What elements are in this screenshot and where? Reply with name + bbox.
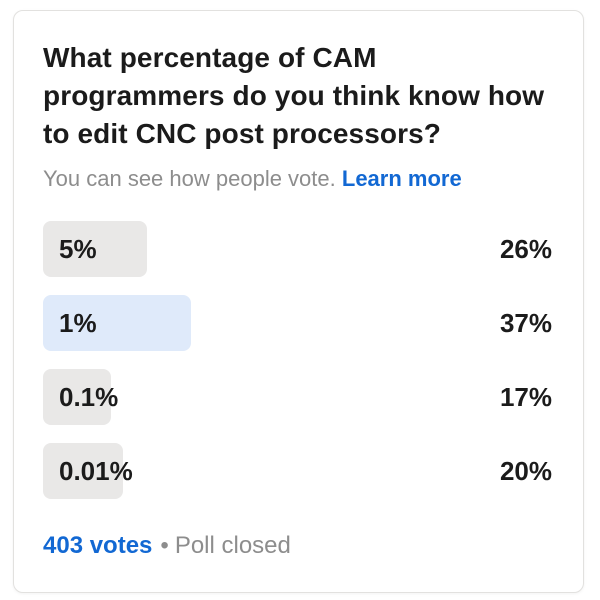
poll-option-bar[interactable]: 5% — [43, 221, 147, 277]
poll-option-result: 20% — [499, 456, 552, 486]
vote-visibility-text: You can see how people vote. — [43, 166, 336, 191]
poll-option-row: 1% 37% — [43, 295, 552, 351]
poll-question-line: to edit CNC post processors? — [43, 118, 441, 149]
poll-option-bar[interactable]: 0.01% — [43, 443, 133, 499]
poll-question: What percentage of CAM programmers do yo… — [43, 39, 552, 153]
poll-question-line: programmers do you think know how — [43, 80, 545, 111]
poll-closed-status: Poll closed — [174, 532, 291, 559]
poll-option-result: 37% — [499, 308, 552, 338]
poll-option-row: 5% 26% — [43, 221, 552, 277]
poll-options-list: 5% 26% 1% 37% 0.1% 17% 0.01% 2 — [43, 221, 552, 499]
poll-option-row: 0.1% 17% — [43, 369, 552, 425]
poll-option-bar[interactable]: 1% — [43, 295, 191, 351]
poll-option-result: 26% — [499, 234, 552, 264]
poll-option-label: 0.1% — [59, 382, 119, 412]
poll-card: What percentage of CAM programmers do yo… — [13, 10, 584, 593]
poll-option-row: 0.01% 20% — [43, 443, 552, 499]
poll-question-line: What percentage of CAM — [43, 42, 377, 73]
poll-option-label: 1% — [59, 308, 97, 338]
poll-option-result: 17% — [499, 382, 552, 412]
learn-more-link[interactable]: Learn more — [341, 166, 462, 191]
votes-count-link[interactable]: 403 votes — [43, 532, 153, 559]
footer-separator: • — [160, 532, 169, 559]
poll-option-bar[interactable]: 0.1% — [43, 369, 118, 425]
poll-option-label: 5% — [59, 234, 97, 264]
poll-footer: 403 votes • Poll closed — [43, 531, 552, 561]
poll-subtitle: You can see how people vote. Learn more — [43, 165, 552, 193]
poll-option-label: 0.01% — [59, 456, 133, 486]
